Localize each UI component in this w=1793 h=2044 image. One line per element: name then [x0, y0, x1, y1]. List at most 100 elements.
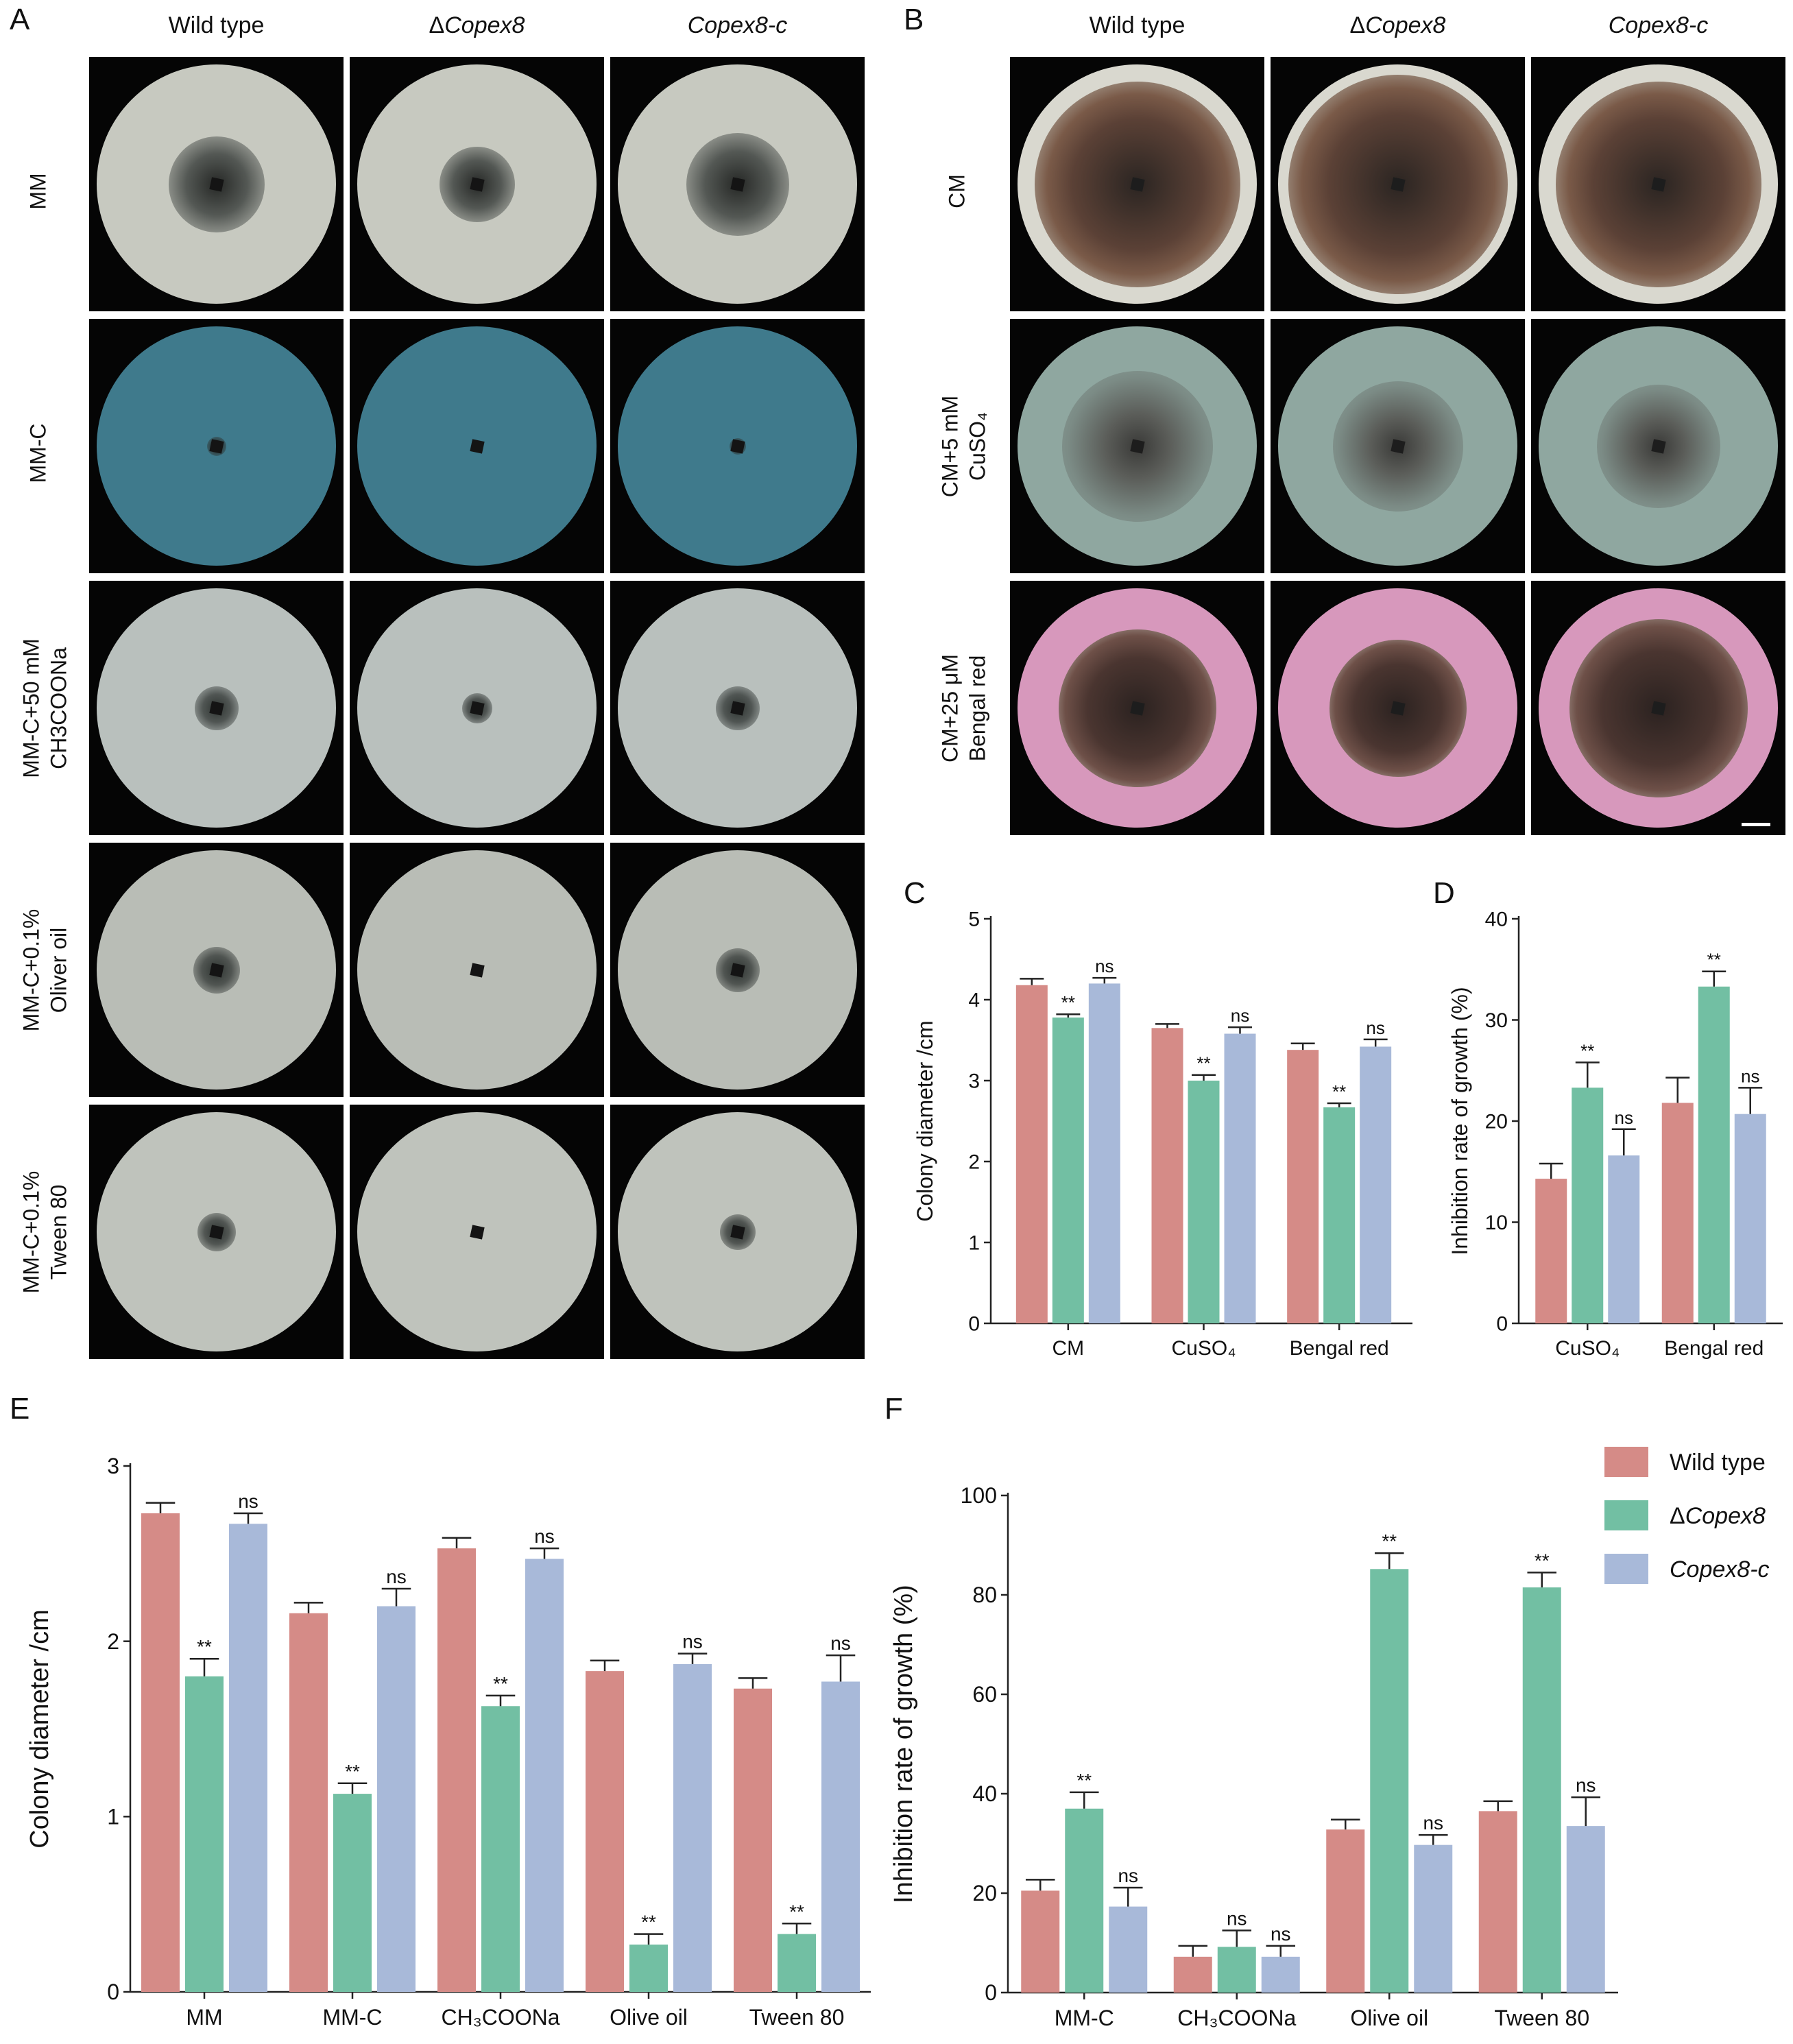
x-tick-label: CH₃COONa	[1177, 2006, 1296, 2030]
row-label-line1: CM	[944, 173, 969, 208]
panel-letter-a: A	[10, 3, 30, 36]
inoculum-plug	[1390, 176, 1406, 192]
y-axis-title: Inhibition rate of growth (%)	[889, 1585, 918, 1903]
bar	[525, 1559, 564, 1992]
legend-swatch	[1604, 1447, 1648, 1477]
significance-label: ns	[1366, 1018, 1384, 1038]
bar	[1661, 1103, 1694, 1323]
inoculum-plug	[1390, 438, 1406, 454]
bar	[1109, 1906, 1148, 1993]
significance-label: ns	[1615, 1107, 1633, 1128]
significance-label: **	[197, 1636, 212, 1657]
bar	[1261, 1956, 1300, 1993]
petri-plate-photo	[89, 319, 344, 573]
bar	[229, 1524, 267, 1992]
significance-label: ns	[1741, 1066, 1759, 1086]
inoculum-plug	[730, 1224, 745, 1240]
column-label-0: Wild type	[1089, 12, 1186, 38]
inoculum-plug	[469, 1224, 485, 1240]
bar	[586, 1671, 624, 1992]
petri-plate-photo	[1271, 581, 1525, 835]
significance-label: ns	[1118, 1865, 1138, 1886]
petri-plate-photo	[1010, 57, 1264, 311]
significance-label: **	[1196, 1053, 1210, 1074]
chart-e: 0 1 2 3 Colony diameter /cm MM ** ns MM-C ** ns CH₃…	[25, 1454, 871, 2030]
petri-plate-photo	[89, 57, 344, 311]
chart-d: 0 10 20 30 40 Inhibition rate of growth (%) Cu…	[1447, 909, 1783, 1360]
significance-label: ns	[1231, 1005, 1249, 1026]
bar	[481, 1706, 520, 1992]
inoculum-plug	[730, 962, 745, 978]
petri-plate-photo	[350, 319, 604, 573]
y-tick-label: 10	[1485, 1212, 1508, 1234]
legend-label: ΔCopex8	[1670, 1503, 1766, 1529]
y-tick-label: 0	[968, 1313, 980, 1336]
y-tick-label: 4	[968, 989, 980, 1012]
panel-letter-b: B	[904, 3, 924, 36]
petri-plate-photo	[610, 319, 865, 573]
petri-plate-photo	[89, 843, 344, 1097]
bar	[289, 1613, 328, 1992]
significance-label: ns	[1423, 1812, 1443, 1833]
row-label-3: MM-C+0.1% Oliver oil	[17, 843, 79, 1097]
row-label-line1: CM+5 mM	[937, 395, 962, 497]
row-label-line1: MM	[25, 172, 50, 210]
y-tick-label: 2	[107, 1629, 119, 1654]
bar	[821, 1681, 860, 1992]
row-label-2: MM-C+50 mM CH3COONa	[17, 581, 79, 835]
bar	[673, 1663, 712, 1992]
bar	[1052, 1017, 1084, 1323]
panel-letter-d: D	[1433, 876, 1455, 910]
y-axis-title: Colony diameter /cm	[913, 1020, 937, 1221]
row-label-0: MM	[10, 64, 86, 318]
significance-label: ns	[682, 1631, 703, 1652]
x-tick-label: MM	[186, 2005, 222, 2030]
x-tick-label: CuSO₄	[1172, 1337, 1236, 1360]
x-tick-label: MM-C	[322, 2005, 382, 2030]
significance-label: **	[1580, 1040, 1594, 1061]
inoculum-plug	[469, 438, 485, 454]
bar	[185, 1676, 224, 1992]
y-tick-label: 3	[107, 1454, 119, 1478]
inoculum-plug	[469, 176, 485, 192]
row-label-2: CM+25 μM Bengal red	[936, 581, 998, 835]
inoculum-plug	[208, 962, 224, 978]
row-label-1: MM-C	[10, 326, 86, 580]
petri-plate-photo	[350, 1105, 604, 1359]
inoculum-plug	[469, 962, 485, 978]
petri-plate-photo	[1271, 57, 1525, 311]
x-tick-label: Tween 80	[1494, 2006, 1589, 2030]
chart-c: 0 1 2 3 4 5 Colony diameter /cm CM ** ns CuSO₄ ** ns…	[913, 909, 1412, 1360]
y-tick-label: 30	[1485, 1009, 1508, 1032]
bar	[1021, 1890, 1060, 1993]
legend-label: Copex8-c	[1670, 1556, 1770, 1583]
significance-label: **	[789, 1901, 804, 1922]
row-label-line1: MM-C+0.1%	[19, 1170, 43, 1293]
y-tick-label: 3	[968, 1070, 980, 1093]
significance-label: ns	[1576, 1775, 1596, 1796]
bar	[1698, 986, 1730, 1323]
row-label-line2: Tween 80	[46, 1184, 71, 1279]
petri-plate-photo	[610, 581, 865, 835]
bar	[141, 1513, 180, 1992]
row-label-line1: MM-C+0.1%	[19, 909, 43, 1031]
significance-label: **	[1535, 1550, 1550, 1571]
column-label-1: ΔCopex8	[429, 12, 525, 38]
bar	[1370, 1569, 1409, 1993]
bar	[1065, 1808, 1104, 1993]
inoculum-plug	[730, 438, 745, 454]
significance-label: **	[1076, 1770, 1092, 1791]
y-tick-label: 60	[972, 1682, 997, 1707]
bar	[1478, 1811, 1517, 1993]
row-label-1: CM+5 mM CuSO₄	[936, 319, 998, 573]
bar	[437, 1548, 476, 1992]
significance-label: **	[1061, 992, 1075, 1013]
bar	[1360, 1046, 1392, 1323]
petri-plate-photo	[1271, 319, 1525, 573]
significance-label: ns	[238, 1491, 258, 1512]
column-label-2: Copex8-c	[687, 12, 788, 38]
bar	[1522, 1587, 1561, 1993]
y-axis-title: Colony diameter /cm	[25, 1609, 54, 1848]
bar	[1608, 1155, 1640, 1323]
bar	[1088, 983, 1120, 1323]
